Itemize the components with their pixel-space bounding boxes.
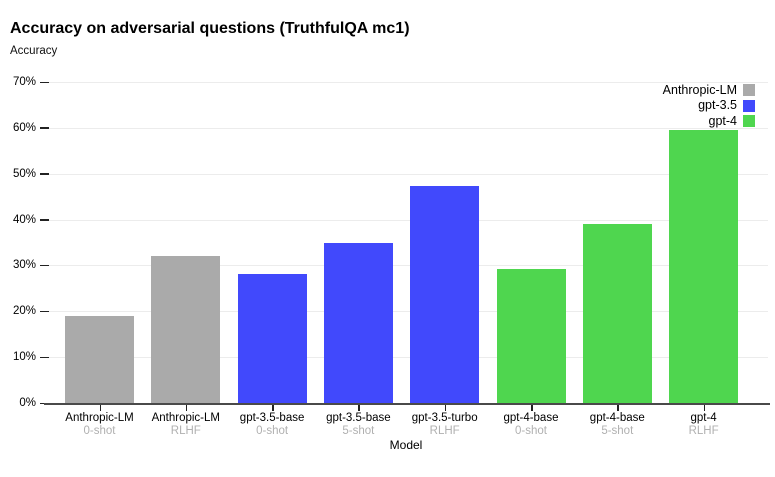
y-tick-label-50: 50% xyxy=(12,167,36,180)
legend-swatch-gpt-3.5 xyxy=(743,99,755,112)
gridline-50 xyxy=(48,173,768,175)
x-tick-label-0: Anthropic-LM 0-shot xyxy=(45,412,155,438)
gridline-60 xyxy=(48,127,768,129)
x-tick-variant-name: RLHF xyxy=(429,425,460,437)
gridline-20 xyxy=(48,311,768,313)
x-tick-label-4: gpt-3.5-turbo RLHF xyxy=(390,412,500,438)
y-tick-label-40: 40% xyxy=(12,213,36,226)
x-tick-mark-6 xyxy=(617,405,619,411)
x-tick-variant-name: 0-shot xyxy=(515,425,547,437)
x-tick-model-name: gpt-3.5-base xyxy=(239,412,305,424)
x-tick-variant-name: RLHF xyxy=(688,425,719,437)
x-tick-model-name: gpt-3.5-base xyxy=(326,412,391,424)
legend-entry-gpt-4: gpt-4 xyxy=(400,113,755,128)
x-tick-label-6: gpt-4-base 5-shot xyxy=(562,412,672,438)
x-tick-variant-name: 5-shot xyxy=(601,425,634,437)
legend-label-gpt-3.5: gpt-3.5 xyxy=(698,98,737,112)
legend-swatch-Anthropic-LM xyxy=(743,84,755,96)
legend-swatch-gpt-4 xyxy=(743,115,755,127)
gridline-30 xyxy=(48,265,768,267)
x-tick-label-7: gpt-4 RLHF xyxy=(649,412,759,438)
x-tick-mark-7 xyxy=(703,405,706,411)
y-tick-label-60: 60% xyxy=(12,121,36,134)
bar-gpt-3.5-base-0-shot xyxy=(237,273,307,403)
y-tick-label-20: 20% xyxy=(12,305,36,318)
bar-Anthropic-LM-RLHF xyxy=(151,256,221,403)
x-tick-label-3: gpt-3.5-base 5-shot xyxy=(303,412,413,438)
x-tick-mark-3 xyxy=(358,405,360,411)
x-tick-mark-2 xyxy=(272,405,274,411)
chart-title: Accuracy on adversarial questions (Truth… xyxy=(10,20,410,37)
y-tick-mark-10 xyxy=(40,356,49,359)
x-tick-model-name: gpt-4-base xyxy=(589,412,645,424)
x-tick-variant-name: 0-shot xyxy=(83,425,116,437)
legend-label-Anthropic-LM: Anthropic-LM xyxy=(662,82,737,97)
y-tick-mark-60 xyxy=(40,127,49,129)
x-tick-label-5: gpt-4-base 0-shot xyxy=(476,412,586,438)
x-tick-model-name: gpt-3.5-turbo xyxy=(411,412,478,424)
x-axis-line xyxy=(44,403,770,405)
bar-gpt-4-base-5-shot xyxy=(582,224,652,403)
bar-gpt-3.5-base-5-shot xyxy=(323,243,393,403)
gridline-40 xyxy=(48,219,768,221)
legend-entry-gpt-3.5: gpt-3.5 xyxy=(400,98,755,113)
bar-gpt-4-base-0-shot xyxy=(496,269,566,403)
x-tick-model-name: gpt-4-base xyxy=(503,412,559,424)
bar-gpt-3.5-turbo-RLHF xyxy=(410,185,480,403)
y-tick-mark-20 xyxy=(40,310,49,313)
y-tick-mark-70 xyxy=(40,81,49,83)
legend-entry-Anthropic-LM: Anthropic-LM xyxy=(400,82,755,97)
bar-gpt-4-RLHF xyxy=(669,130,739,403)
x-tick-model-name: gpt-4 xyxy=(690,412,717,424)
x-tick-variant-name: 0-shot xyxy=(256,425,289,437)
x-tick-model-name: Anthropic-LM xyxy=(151,412,220,424)
gridline-10 xyxy=(48,357,768,359)
y-tick-label-30: 30% xyxy=(12,259,36,272)
x-tick-mark-4 xyxy=(444,405,447,411)
x-axis-title: Model xyxy=(389,438,423,452)
x-tick-variant-name: RLHF xyxy=(170,425,201,437)
y-tick-mark-50 xyxy=(40,173,49,175)
y-tick-mark-40 xyxy=(40,219,49,221)
legend-label-gpt-4: gpt-4 xyxy=(708,113,738,128)
x-tick-mark-0 xyxy=(99,405,101,411)
legend: Anthropic-LM gpt-3.5 gpt-4 xyxy=(400,82,755,130)
y-axis-title: Accuracy xyxy=(10,45,58,57)
x-tick-variant-name: 5-shot xyxy=(342,425,375,437)
y-tick-label-10: 10% xyxy=(12,351,36,364)
y-tick-label-0: 0% xyxy=(19,397,36,409)
x-tick-label-2: gpt-3.5-base 0-shot xyxy=(217,412,327,438)
gridline-70 xyxy=(48,82,768,83)
x-tick-mark-5 xyxy=(531,405,533,411)
y-tick-label-70: 70% xyxy=(12,76,36,88)
y-tick-mark-30 xyxy=(40,264,49,267)
x-tick-mark-1 xyxy=(185,405,188,411)
x-tick-label-1: Anthropic-LM RLHF xyxy=(131,412,241,438)
bar-Anthropic-LM-0-shot xyxy=(65,315,134,403)
x-tick-model-name: Anthropic-LM xyxy=(65,412,134,424)
